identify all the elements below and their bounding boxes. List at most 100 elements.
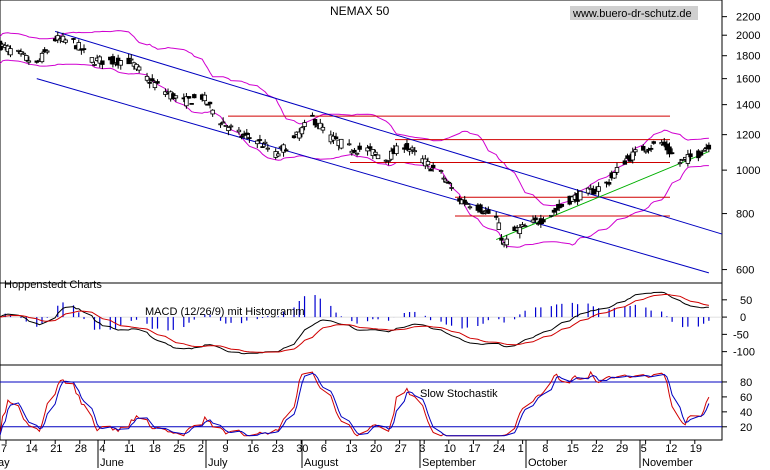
price-tick-label: 1200 xyxy=(736,130,760,142)
day-tick-label: 9 xyxy=(222,443,228,455)
candle-body xyxy=(533,217,538,221)
candle-body xyxy=(612,172,617,179)
stochastic-title: Slow Stochastik xyxy=(420,388,498,400)
candle-body xyxy=(462,199,467,204)
candle-body xyxy=(446,181,452,184)
candle-body xyxy=(320,126,326,131)
candle-body xyxy=(55,35,60,41)
candle-body xyxy=(100,60,105,65)
candle-body xyxy=(677,162,683,165)
macd-tick-label: 0 xyxy=(740,312,746,324)
candle-body xyxy=(496,222,502,230)
candle-body xyxy=(669,152,675,155)
macd-tick-label: -100 xyxy=(733,347,755,359)
stochastic-d-line xyxy=(0,372,710,437)
candle-body xyxy=(373,151,378,155)
candle-body xyxy=(281,144,286,153)
candle-body xyxy=(333,136,339,140)
candle-body xyxy=(239,135,244,138)
candle-body xyxy=(685,154,691,164)
macd-tick-label: 50 xyxy=(740,295,752,307)
candle-body xyxy=(220,121,226,124)
month-label: July xyxy=(208,457,228,469)
candle-body xyxy=(648,147,654,150)
macd-tick-label: -50 xyxy=(733,329,749,341)
candle-body xyxy=(591,188,596,195)
source-label: Hoppenstedt Charts xyxy=(4,279,102,291)
candle-body xyxy=(45,50,50,53)
watermark-background xyxy=(570,6,698,20)
stochastic-tick-label: 80 xyxy=(740,377,752,389)
day-tick-label: 16 xyxy=(247,443,259,455)
day-tick-label: 29 xyxy=(616,443,628,455)
candle-body xyxy=(257,139,263,141)
candle-body xyxy=(152,82,158,89)
trend-upper xyxy=(54,30,723,235)
stochastic-tick-label: 40 xyxy=(740,407,752,419)
candle-body xyxy=(388,150,394,160)
candle-body xyxy=(354,152,360,155)
candle-body xyxy=(549,214,554,217)
candle-body xyxy=(24,55,29,61)
candle-body xyxy=(147,81,152,84)
candle-body xyxy=(244,132,249,135)
candle-body xyxy=(184,96,189,107)
macd-title: MACD (12/26/9) mit Histogramm xyxy=(145,306,305,318)
candle-body xyxy=(596,186,601,192)
day-tick-label: 1 xyxy=(518,443,524,455)
price-layer xyxy=(0,30,723,274)
candle-body xyxy=(207,101,213,105)
day-tick-label: 23 xyxy=(272,443,284,455)
candle-body xyxy=(173,95,179,99)
month-label: June xyxy=(100,457,124,469)
candle-body xyxy=(136,66,142,71)
day-tick-label: 18 xyxy=(149,443,161,455)
candle-body xyxy=(559,203,565,207)
candle-body xyxy=(189,103,194,105)
stochastic-tick-label: 60 xyxy=(740,392,752,404)
candle-body xyxy=(255,140,260,145)
candle-body xyxy=(247,137,252,139)
price-tick-label: 2200 xyxy=(736,12,760,24)
candle-body xyxy=(530,219,536,223)
candle-body xyxy=(680,158,685,161)
candle-body xyxy=(522,225,528,228)
month-label: November xyxy=(642,457,693,469)
trend-lower xyxy=(36,78,710,274)
bollinger-upper xyxy=(0,30,709,207)
candle-body xyxy=(92,64,97,66)
stochastic-k-line xyxy=(0,370,710,437)
day-tick-label: 21 xyxy=(50,443,62,455)
day-tick-label: 15 xyxy=(567,443,579,455)
candle-body xyxy=(302,122,307,127)
candle-body xyxy=(551,209,557,213)
candle-body xyxy=(39,52,45,63)
candle-body xyxy=(18,51,24,55)
price-tick-label: 800 xyxy=(736,209,754,221)
price-tick-label: 1600 xyxy=(736,74,760,86)
candle-body xyxy=(352,149,357,153)
bollinger-lower xyxy=(0,59,709,248)
candle-body xyxy=(486,209,491,214)
candle-body xyxy=(339,138,344,149)
candle-body xyxy=(554,207,559,211)
day-tick-label: 19 xyxy=(690,443,702,455)
month-label: ay xyxy=(0,457,10,469)
price-tick-label: 600 xyxy=(736,265,754,277)
candle-body xyxy=(97,56,102,64)
candle-body xyxy=(310,114,315,117)
candle-body xyxy=(412,150,418,153)
candle-body xyxy=(578,190,583,201)
price-tick-label: 1800 xyxy=(736,51,760,63)
candle-body xyxy=(698,151,704,156)
candle-body xyxy=(499,237,504,241)
day-tick-label: 3 xyxy=(419,443,425,455)
day-tick-label: 2 xyxy=(198,443,204,455)
month-label: September xyxy=(422,457,476,469)
day-tick-label: 14 xyxy=(26,443,38,455)
candle-body xyxy=(633,149,638,153)
month-label: August xyxy=(304,457,338,469)
candle-body xyxy=(186,96,192,99)
